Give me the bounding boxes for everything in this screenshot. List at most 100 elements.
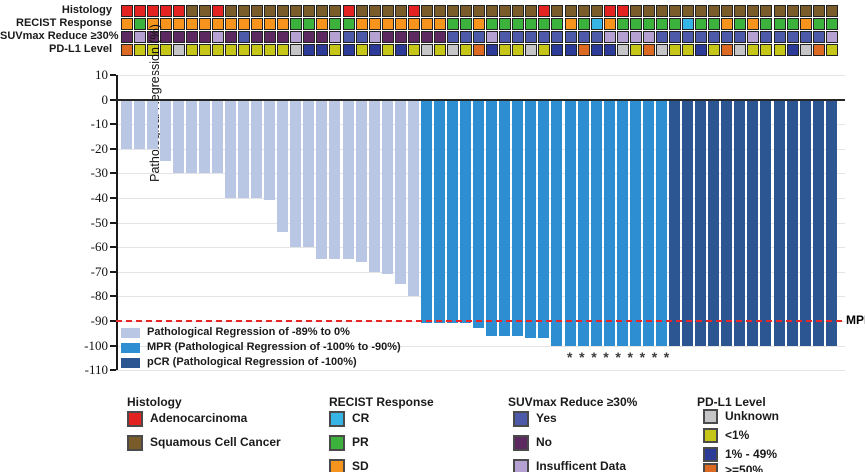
annotation-cell-pdl1: [447, 44, 459, 56]
annotation-cell-pdl1: [551, 44, 564, 56]
annotation-cell-pdl1: [120, 44, 133, 56]
annotation-cell-pdl1: [799, 44, 812, 56]
annotation-cell-suvmax: [525, 31, 538, 43]
annotation-cell-suvmax: [224, 31, 237, 43]
annotation-cell-recist: [460, 18, 473, 30]
annotation-cell-pdl1: [146, 44, 159, 56]
annotation-cell-recist: [290, 18, 303, 30]
annotation-cell-suvmax: [551, 31, 564, 43]
annotation-cell-pdl1: [198, 44, 211, 56]
annotation-cell-suvmax: [381, 31, 394, 43]
annotation-cell-recist: [499, 18, 512, 30]
annotation-cell-recist: [747, 18, 760, 30]
annotation-cell-pdl1: [812, 44, 825, 56]
annotation-cell-histology: [616, 5, 629, 17]
annotation-cell-recist: [172, 18, 185, 30]
y-axis-tick-label: -90: [90, 313, 108, 328]
annotation-cell-histology: [460, 5, 473, 17]
annotation-cell-suvmax: [433, 31, 446, 43]
annotation-cell-histology: [329, 5, 342, 17]
annotation-cell-pdl1: [773, 44, 786, 56]
y-axis-tick: [110, 270, 116, 273]
annotation-cell-histology: [642, 5, 655, 17]
bar-pcr: [773, 100, 785, 346]
zero-line: [116, 98, 845, 101]
annotation-cell-histology: [473, 5, 486, 17]
annotation-cell-suvmax: [420, 31, 433, 43]
bar-reg: [394, 100, 406, 285]
bar-mpr: [433, 100, 445, 324]
bar-reg: [211, 100, 223, 174]
annotation-cell-pdl1: [590, 44, 603, 56]
annotation-cell-histology: [264, 5, 277, 17]
legend-swatch: [703, 447, 718, 462]
annotation-cell-recist: [316, 18, 329, 30]
annotation-cell-recist: [760, 18, 773, 30]
annotation-cell-pdl1: [473, 44, 486, 56]
annotation-cell-histology: [590, 5, 603, 17]
bar-mpr: [525, 100, 537, 339]
annotation-cell-histology: [773, 5, 786, 17]
annotation-cell-pdl1: [368, 44, 381, 56]
annotation-cell-pdl1: [721, 44, 734, 56]
annotation-row-label-pdl1: PD-L1 Level: [49, 43, 112, 55]
annotation-cell-suvmax: [603, 31, 616, 43]
annotation-cell-histology: [277, 5, 290, 17]
y-axis-line: [116, 75, 118, 371]
annotation-cell-pdl1: [499, 44, 512, 56]
bar-pcr: [812, 100, 824, 346]
annotation-cell-recist: [799, 18, 812, 30]
bar-reg: [146, 100, 158, 149]
annotation-cell-suvmax: [590, 31, 603, 43]
annotation-cell-suvmax: [486, 31, 499, 43]
annotation-cell-histology: [290, 5, 303, 17]
annotation-cell-pdl1: [329, 44, 342, 56]
annotation-cell-suvmax: [264, 31, 277, 43]
asterisk-marker: *: [615, 348, 621, 365]
bar-reg: [224, 100, 236, 198]
annotation-cell-suvmax: [799, 31, 812, 43]
plot-legend-item: MPR (Pathological Regression of -100% to…: [121, 341, 541, 355]
annotation-cell-suvmax: [185, 31, 198, 43]
annotation-row-label-recist: RECIST Response: [16, 17, 112, 29]
annotation-cell-suvmax: [198, 31, 211, 43]
bar-reg: [355, 100, 367, 262]
annotation-cell-pdl1: [342, 44, 355, 56]
annotation-cell-recist: [708, 18, 721, 30]
bar-mpr: [538, 100, 550, 339]
annotation-cell-pdl1: [577, 44, 590, 56]
annotation-cell-histology: [185, 5, 198, 17]
annotation-cell-recist: [355, 18, 368, 30]
annotation-cell-pdl1: [290, 44, 303, 56]
annotation-cell-histology: [669, 5, 682, 17]
y-axis-tick-label: -70: [90, 263, 108, 279]
annotation-cell-suvmax: [825, 31, 838, 43]
annotation-cell-pdl1: [238, 44, 251, 56]
y-axis-tick: [110, 295, 116, 298]
annotation-cell-pdl1: [669, 44, 682, 56]
annotation-cell-histology: [433, 5, 446, 17]
annotation-cell-recist: [682, 18, 695, 30]
annotation-cell-histology: [394, 5, 407, 17]
legend-swatch: [127, 411, 143, 427]
legend-item-label: <1%: [725, 427, 750, 442]
annotation-cell-suvmax: [642, 31, 655, 43]
mpr-dashed-line: [116, 320, 842, 322]
annotation-cell-suvmax: [538, 31, 551, 43]
annotation-cell-pdl1: [394, 44, 407, 56]
mpr-line-label: MPR: [846, 313, 865, 327]
annotation-cell-pdl1: [629, 44, 642, 56]
annotation-cell-recist: [420, 18, 433, 30]
annotation-cell-histology: [486, 5, 499, 17]
annotation-cell-pdl1: [747, 44, 760, 56]
annotation-cell-histology: [251, 5, 264, 17]
annotation-cell-histology: [812, 5, 825, 17]
annotation-cell-histology: [159, 5, 172, 17]
legend-item-label: 1% - 49%: [725, 446, 778, 461]
annotation-cell-histology: [655, 5, 668, 17]
annotation-cell-suvmax: [120, 31, 133, 43]
annotation-cell-pdl1: [211, 44, 224, 56]
annotation-cell-pdl1: [224, 44, 237, 56]
y-axis-tick: [110, 344, 116, 347]
plot-legend-label: MPR (Pathological Regression of -100% to…: [147, 341, 401, 353]
